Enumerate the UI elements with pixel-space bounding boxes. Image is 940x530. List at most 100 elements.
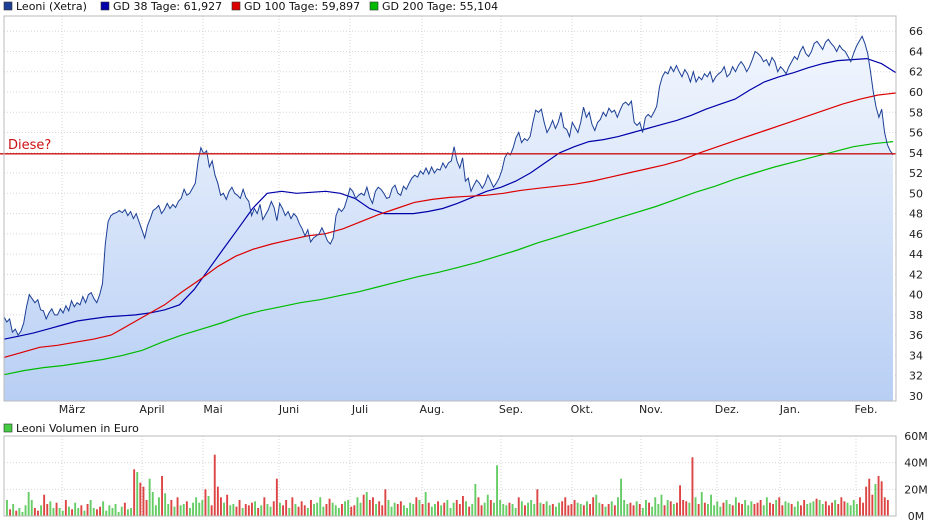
price-tick-label: 64 [909,45,923,58]
volume-bar [722,502,725,516]
month-label: Juni [278,403,299,416]
volume-bar [399,501,402,516]
volume-bar [697,504,700,516]
price-tick-label: 42 [909,268,923,281]
volume-bar [539,502,542,516]
volume-bar [765,497,768,516]
volume-bar [505,505,508,516]
price-tick-label: 36 [909,329,923,342]
legend-swatch [369,1,379,11]
volume-bar [92,508,95,516]
volume-bar [775,500,778,516]
volume-bar [30,500,33,516]
volume-bar [828,505,830,516]
volume-bar [207,496,210,516]
volume-bar [396,504,399,516]
price-line [3,35,894,337]
volume-bar [527,502,529,516]
volume-bar [455,500,458,516]
volume-bar [18,508,21,516]
volume-bar [707,504,709,516]
volume-bar [145,500,148,516]
volume-bar [71,509,73,516]
volume-bar [666,500,669,516]
volume-bar [120,506,123,516]
legend-swatch [3,1,13,11]
volume-bar [331,502,334,516]
volume-bar [350,506,353,516]
volume-bar [403,505,405,516]
volume-bar [750,501,753,516]
volume-bar [809,502,812,516]
volume-bar [871,494,874,516]
volume-bar [716,501,719,516]
volume-tick-label: 0M [908,510,925,523]
volume-bar [685,501,688,516]
volume-bar [275,478,278,516]
volume-bar [471,504,474,516]
volume-bar [703,502,706,516]
volume-bar [347,500,350,516]
volume-bar [189,508,191,516]
volume-bar [508,502,511,516]
volume-bar [151,492,154,516]
volume-bar [607,504,610,516]
volume-bar [769,502,771,516]
volume-bar [368,500,371,516]
volume-bar [710,494,712,516]
volume-bar [641,508,644,516]
volume-bar [691,457,694,516]
month-label: Nov. [639,403,663,416]
volume-bar [489,500,492,516]
volume-bar [272,501,275,516]
volume-bar [834,500,837,516]
volume-bar [868,478,871,516]
legend-label: Leoni (Xetra) [16,0,87,13]
volume-bar [595,494,598,516]
volume-bar [297,506,300,516]
volume-bar [496,465,498,516]
price-tick-label: 60 [909,86,923,99]
price-tick-label: 58 [909,106,923,119]
volume-bar [725,500,728,516]
volume-bar [638,504,641,516]
volume-bar [787,502,790,516]
volume-bar [412,504,415,516]
volume-bar [849,505,852,516]
volume-bar [877,476,880,516]
volume-bar [514,508,517,516]
volume-bar [589,504,591,516]
volume-bar [821,504,824,516]
volume-bar [880,481,883,516]
volume-tick-label: 60M [904,430,928,443]
volume-bar [865,486,868,516]
price-tick-label: 46 [909,228,923,241]
volume-bar [694,497,697,516]
volume-bar [756,502,759,516]
volume-bar [430,506,433,516]
volume-bar [874,484,877,516]
volume-bar [762,505,765,516]
month-label: April [139,403,164,416]
volume-bar [201,500,204,516]
volume-bar [759,500,762,516]
month-label: Okt. [571,403,594,416]
volume-bar [328,498,331,516]
volume-bar [96,509,98,516]
volume-bar [654,497,657,516]
volume-bar [719,506,722,516]
volume-bar [316,502,319,516]
volume-bar [728,504,731,516]
volume-bar [362,494,365,516]
volume-bar [229,505,232,516]
legend-label: GD 200 Tage: 55,104 [382,0,498,13]
volume-bar [12,504,15,516]
volume-bar [573,500,576,516]
volume-bar [700,492,703,516]
price-tick-label: 40 [909,289,923,302]
volume-bar [458,504,461,516]
price-tick-label: 52 [909,167,923,180]
volume-bar [517,497,520,516]
volume-bar [418,500,421,516]
volume-bar [524,505,526,516]
